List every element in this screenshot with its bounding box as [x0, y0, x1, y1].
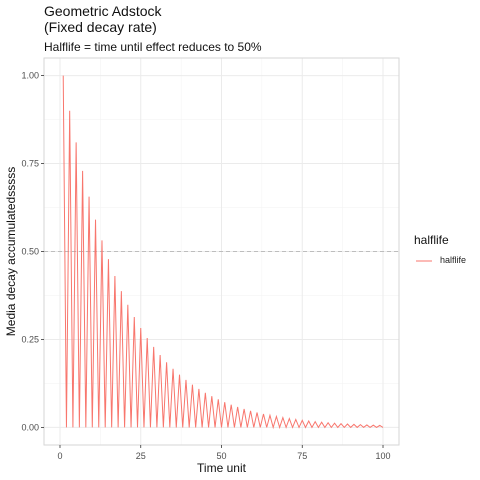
legend-label-halflife: halflife [440, 255, 467, 265]
x-tick-label: 75 [297, 451, 307, 461]
legend-key-halflife [416, 260, 432, 262]
y-tick-label: 0.75 [21, 159, 39, 169]
x-axis-label: Time unit [197, 461, 247, 475]
x-tick-label: 25 [136, 451, 146, 461]
x-tick-label: 50 [216, 451, 226, 461]
y-tick-label: 1.00 [21, 71, 39, 81]
chart-title-line2: (Fixed decay rate) [44, 19, 157, 35]
series-line-halflife [62, 75, 384, 430]
x-tick-label: 100 [375, 451, 390, 461]
chart-title-line1: Geometric Adstock [44, 3, 162, 19]
chart-subtitle: Halflife = time until effect reduces to … [44, 40, 262, 54]
y-tick-label: 0.50 [21, 247, 39, 257]
y-tick-label: 0.00 [21, 422, 39, 432]
legend-title: halflife [414, 233, 449, 247]
x-tick-label: 0 [57, 451, 62, 461]
y-tick-label: 0.25 [21, 334, 39, 344]
y-axis-label: Media decay accumulatedsssss [4, 167, 18, 336]
